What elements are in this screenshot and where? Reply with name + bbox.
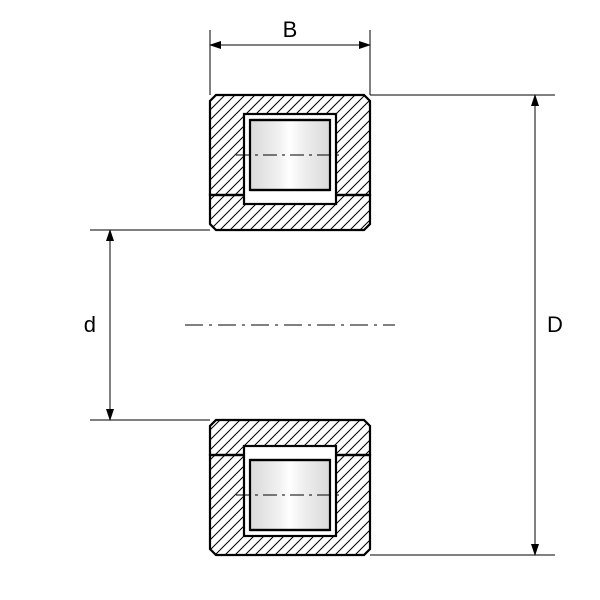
bearing-cross-section-diagram: B Dd [0, 0, 600, 600]
dimension-outer-diameter-label: D [547, 312, 563, 337]
dimension-inner-diameter-label: d [84, 312, 96, 337]
dimension-width-label: B [283, 17, 298, 42]
